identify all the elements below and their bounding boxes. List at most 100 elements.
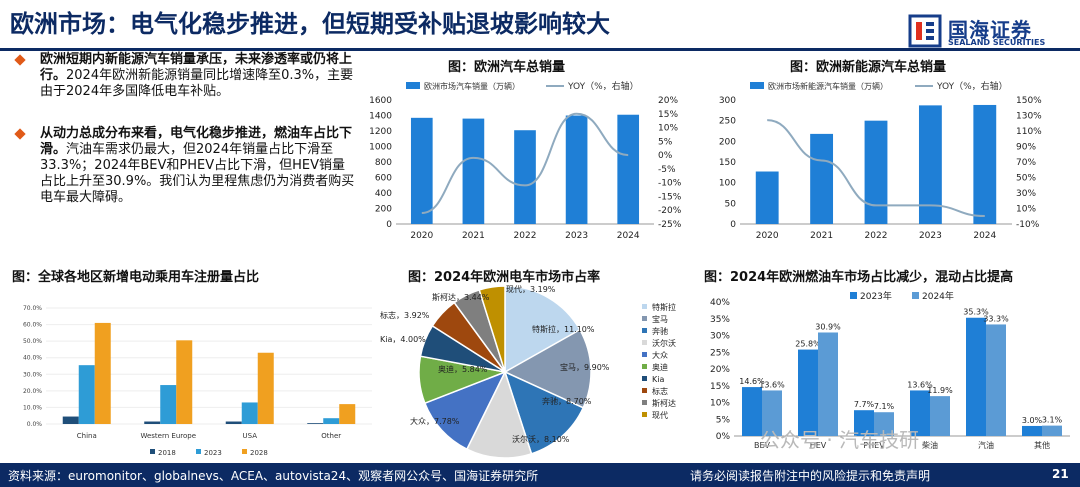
chart-4-legend-label: 现代 bbox=[652, 410, 668, 420]
chart-1-y2-tick: 10% bbox=[658, 124, 678, 134]
chart-3-title: 图：全球各地区新增电动乘用车注册量占比 bbox=[12, 270, 260, 285]
chart-3-bar-2028 bbox=[94, 322, 111, 424]
page-number: 21 bbox=[1052, 467, 1069, 481]
logo-cn: 国海证券 bbox=[948, 18, 1032, 42]
chart-4-legend-label: 特斯拉 bbox=[652, 302, 676, 312]
chart-2-y2-tick: 50% bbox=[1016, 174, 1036, 184]
chart-4-slice-label: 特斯拉，11.10% bbox=[532, 324, 595, 334]
chart-5-bar-2023年 bbox=[742, 387, 762, 436]
chart-5-data-label: 25.8% bbox=[795, 340, 821, 349]
chart-1-y-tick: 0 bbox=[386, 220, 392, 230]
chart-2-legend-bar-label: 欧洲市场新能源汽车销量（万辆） bbox=[768, 81, 888, 91]
chart-4-slice-label: 大众，7.78% bbox=[410, 416, 460, 426]
chart-3-bar-2018 bbox=[144, 421, 161, 424]
chart-1-y2-tick: 5% bbox=[658, 137, 673, 147]
chart-4-legend-label: 大众 bbox=[652, 350, 668, 360]
chart-5-data-label: 33.3% bbox=[983, 314, 1009, 323]
chart-1-x-tick: 2023 bbox=[565, 231, 588, 241]
chart-5-y-tick: 25% bbox=[710, 348, 730, 358]
chart-3-x-tick: Other bbox=[321, 432, 341, 440]
chart-5-y-tick: 10% bbox=[710, 399, 730, 409]
chart-1-title: 图：欧洲汽车总销量 bbox=[448, 60, 566, 75]
chart-1-legend-line-label: YOY（%，右轴） bbox=[567, 80, 639, 92]
chart-1-y2-tick: 0% bbox=[658, 151, 673, 161]
chart-4-legend-swatch bbox=[642, 400, 647, 405]
chart-1-y-tick: 1600 bbox=[369, 96, 392, 106]
chart-4-legend-swatch bbox=[642, 364, 647, 369]
chart-2-title: 图：欧洲新能源汽车总销量 bbox=[790, 60, 947, 75]
chart-2-y-tick: 150 bbox=[719, 158, 736, 168]
chart-2-x-tick: 2020 bbox=[756, 231, 779, 241]
chart-2-y2-tick: 130% bbox=[1016, 112, 1042, 122]
chart-3-global-ev-registrations: 0.0% 10.0% 20.0% 30.0% 40.0% 50.0% 60.0% 70.0% C… bbox=[23, 305, 372, 457]
chart-4-slice-label: 奔驰，8.70% bbox=[542, 396, 592, 406]
header-rule bbox=[0, 48, 1080, 51]
chart-3-x-tick: USA bbox=[243, 432, 258, 440]
chart-4-slice-label: 斯柯达，3.44% bbox=[432, 292, 490, 302]
chart-5-data-label: 3.0% bbox=[1022, 416, 1043, 425]
chart-1-legend-bar-swatch bbox=[406, 82, 420, 89]
chart-4-legend-swatch bbox=[642, 316, 647, 321]
chart-4-slice-沃尔沃 bbox=[465, 370, 533, 459]
chart-2-y2-tick: -10% bbox=[1016, 220, 1040, 230]
chart-1-y2-tick: 15% bbox=[658, 110, 678, 120]
chart-4-legend-label: Kia bbox=[652, 375, 664, 384]
chart-1-y-tick: 200 bbox=[375, 205, 392, 215]
chart-3-legend-label: 2028 bbox=[250, 449, 268, 457]
watermark: 公众号 · 汽车技研 bbox=[760, 428, 920, 452]
chart-4-slice-label: 标志，3.92% bbox=[380, 310, 430, 320]
chart-4-legend-swatch bbox=[642, 352, 647, 357]
chart-5-bar-2023年 bbox=[798, 349, 818, 436]
footer-bar bbox=[0, 463, 1080, 487]
chart-2-y-tick: 250 bbox=[719, 117, 736, 127]
chart-5-x-tick: 柴油 bbox=[922, 440, 938, 450]
chart-3-bar-2023 bbox=[160, 385, 177, 424]
diamond-bullet-icon bbox=[14, 54, 26, 66]
chart-2-legend-line-label: YOY（%，右轴） bbox=[936, 80, 1008, 92]
chart-3-bar-2028 bbox=[257, 352, 274, 424]
chart-4-legend-swatch bbox=[642, 376, 647, 381]
chart-5-data-label: 11.9% bbox=[927, 386, 953, 395]
chart-3-bar-2018 bbox=[225, 421, 242, 424]
sealand-logo: 国海证券 SEALAND SECURITIES bbox=[908, 14, 1068, 48]
chart-1-x-tick: 2024 bbox=[617, 231, 640, 241]
chart-1-bar bbox=[514, 130, 536, 224]
chart-4-slice-label: 现代，3.19% bbox=[506, 284, 556, 294]
chart-5-x-tick: BEV bbox=[754, 441, 771, 450]
chart-5-bar-2024年 bbox=[1042, 425, 1062, 436]
chart-5-y-tick: 30% bbox=[710, 332, 730, 342]
chart-5-bar-2023年 bbox=[1022, 425, 1042, 436]
chart-5-bar-2024年 bbox=[930, 396, 950, 436]
chart-1-y2-tick: -20% bbox=[658, 206, 682, 216]
chart-5-powertrain-share: 0%5%10%15%20%25%30%35%40%14.6%13.6%BEV25… bbox=[710, 290, 1070, 450]
chart-5-bar-2024年 bbox=[874, 412, 894, 436]
chart-2-y-tick: 100 bbox=[719, 179, 736, 189]
chart-4-legend-label: 沃尔沃 bbox=[652, 338, 676, 348]
chart-3-bar-2023 bbox=[241, 402, 258, 424]
chart-3-legend-label: 2023 bbox=[204, 449, 222, 457]
chart-2-bar bbox=[810, 133, 834, 224]
chart-3-y-tick: 50.0% bbox=[23, 338, 42, 345]
chart-5-bar-2023年 bbox=[854, 410, 874, 436]
chart-4-legend-label: 斯柯达 bbox=[652, 398, 676, 408]
chart-5-x-tick: 其他 bbox=[1034, 440, 1050, 450]
chart-1-y2-tick: 20% bbox=[658, 96, 678, 106]
chart-2-legend-bar-swatch bbox=[750, 82, 764, 89]
chart-4-slice-label: 宝马，9.90% bbox=[560, 362, 610, 372]
chart-3-y-tick: 30.0% bbox=[23, 371, 42, 378]
chart-3-y-tick: 60.0% bbox=[23, 322, 42, 329]
chart-2-yoy-line bbox=[767, 119, 985, 218]
bullet-2-text: 汽油车需求仍最大，但2024年销量占比下滑至33.3%；2024年BEV和PHE… bbox=[40, 142, 355, 205]
bullet-2: 从动力总成分布来看，电气化稳步推进，燃油车占比下滑。汽油车需求仍最大，但2024… bbox=[14, 126, 356, 206]
chart-1-y2-tick: -15% bbox=[658, 192, 682, 202]
chart-4-slice-label: 奥迪，5.84% bbox=[438, 364, 488, 374]
chart-5-legend-swatch bbox=[912, 292, 919, 299]
chart-5-data-label: 3.1% bbox=[1042, 416, 1063, 425]
chart-5-x-tick: PHEV bbox=[863, 441, 885, 450]
chart-1-legend-bar-label: 欧洲市场汽车销量（万辆） bbox=[424, 81, 520, 91]
chart-5-data-label: 7.1% bbox=[874, 402, 895, 411]
bullet-1: 欧洲短期内新能源汽车销量承压，未来渗透率或仍将上行。2024年欧洲新能源销量同比… bbox=[14, 52, 356, 100]
chart-2-y2-tick: 110% bbox=[1016, 127, 1042, 137]
chart-3-legend-label: 2018 bbox=[158, 449, 176, 457]
chart-2-bar bbox=[973, 104, 997, 224]
